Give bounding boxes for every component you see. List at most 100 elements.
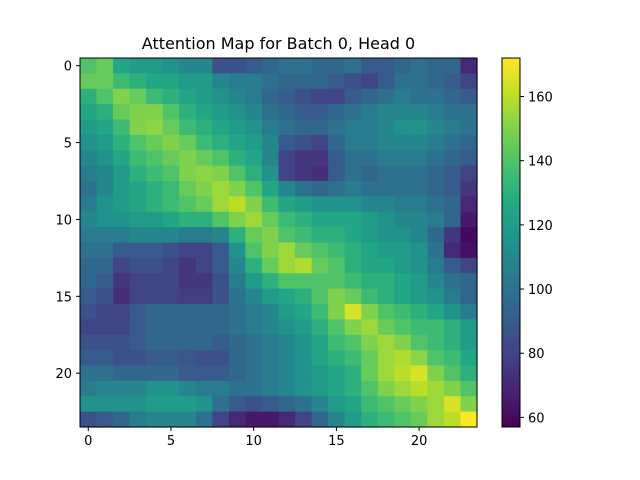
heatmap-cell-r7-c5 [162,165,180,182]
heatmap-cell-r11-c4 [146,227,164,244]
heatmap-cell-r7-c16 [344,165,362,182]
heatmap-cell-r1-c5 [162,73,180,90]
heatmap-cell-r8-c5 [162,181,180,197]
heatmap-cell-r4-c3 [129,119,147,136]
heatmap-cell-r15-c10 [245,288,263,305]
heatmap-cell-r23-c20 [410,411,428,428]
heatmap-cell-r2-c22 [443,88,462,105]
heatmap-cell-r10-c3 [129,211,147,228]
heatmap-cell-r0-c11 [261,58,280,74]
heatmap-cell-r23-c0 [80,411,98,428]
heatmap-cells [80,58,478,428]
heatmap-cell-r6-c13 [295,150,313,167]
heatmap-cell-r20-c2 [113,365,131,382]
heatmap-cell-r3-c3 [129,104,147,121]
heatmap-cell-r23-c22 [443,411,462,428]
heatmap-cell-r20-c7 [195,365,213,382]
heatmap-cell-r6-c9 [228,150,247,167]
heatmap-cell-r11-c1 [96,227,114,244]
heatmap-cell-r10-c20 [410,211,428,228]
heatmap-cell-r0-c7 [195,58,213,74]
heatmap-cell-r22-c6 [179,396,197,413]
heatmap-cell-r14-c19 [394,273,412,290]
heatmap-cell-r2-c20 [410,88,428,105]
heatmap-cell-r14-c16 [344,273,362,290]
heatmap-cell-r10-c13 [295,211,313,228]
heatmap-cell-r15-c14 [311,288,329,305]
heatmap-cell-r23-c15 [328,411,346,428]
heatmap-cell-r17-c20 [410,319,428,336]
heatmap-cell-r3-c16 [344,104,362,121]
heatmap-cell-r20-c0 [80,365,98,382]
heatmap-cell-r12-c4 [146,242,164,259]
heatmap-cell-r14-c23 [460,273,478,290]
heatmap-cell-r8-c20 [410,181,428,197]
heatmap-cell-r13-c10 [245,257,263,274]
heatmap-cell-r11-c20 [410,227,428,244]
heatmap-cell-r4-c11 [261,119,280,136]
heatmap-cell-r14-c15 [328,273,346,290]
heatmap-cell-r9-c21 [427,196,445,213]
heatmap-cell-r12-c18 [377,242,395,259]
heatmap-cell-r13-c12 [278,257,296,274]
heatmap-cell-r7-c4 [146,165,164,182]
heatmap-cell-r17-c3 [129,319,147,336]
heatmap-cell-r15-c17 [361,288,379,305]
colorbar-tick-label: 120 [528,219,553,234]
heatmap-cell-r13-c11 [261,257,280,274]
heatmap-cell-r19-c5 [162,350,180,367]
heatmap-cell-r6-c5 [162,150,180,167]
heatmap-cell-r21-c5 [162,380,180,397]
heatmap-cell-r2-c13 [295,88,313,105]
plot-frame [79,57,478,428]
heatmap-cell-r17-c22 [443,319,462,336]
heatmap-cell-r18-c16 [344,334,362,351]
heatmap-cell-r20-c6 [179,365,197,382]
heatmap-cell-r19-c12 [278,350,296,367]
heatmap-cell-r16-c2 [113,304,131,320]
heatmap-cell-r7-c17 [361,165,379,182]
heatmap-cell-r16-c9 [228,304,247,320]
heatmap-cell-r5-c10 [245,134,263,151]
heatmap-cell-r8-c3 [129,181,147,197]
x-tick-label: 20 [411,434,428,449]
heatmap-cell-r21-c3 [129,380,147,397]
heatmap-cell-r2-c1 [96,88,114,105]
heatmap-cell-r16-c10 [245,304,263,320]
heatmap-cell-r12-c0 [80,242,98,259]
heatmap-cell-r5-c16 [344,134,362,151]
heatmap-cell-r12-c3 [129,242,147,259]
heatmap-cell-r20-c16 [344,365,362,382]
heatmap-cell-r10-c5 [162,211,180,228]
heatmap-cell-r1-c4 [146,73,164,90]
heatmap-cell-r11-c8 [212,227,230,244]
heatmap-cell-r23-c2 [113,411,131,428]
heatmap-cell-r18-c3 [129,334,147,351]
heatmap-cell-r6-c15 [328,150,346,167]
heatmap-cell-r5-c23 [460,134,478,151]
heatmap-cell-r6-c2 [113,150,131,167]
heatmap-cell-r7-c15 [328,165,346,182]
heatmap-cell-r3-c22 [443,104,462,121]
heatmap-cell-r8-c22 [443,181,462,197]
heatmap-cell-r2-c9 [228,88,247,105]
heatmap-cell-r22-c18 [377,396,395,413]
heatmap-cell-r3-c10 [245,104,263,121]
heatmap-cell-r5-c11 [261,134,280,151]
heatmap-cell-r22-c17 [361,396,379,413]
colorbar-tick-label: 80 [528,347,545,362]
heatmap-cell-r19-c8 [212,350,230,367]
heatmap-cell-r7-c8 [212,165,230,182]
heatmap-cell-r5-c5 [162,134,180,151]
heatmap-cell-r17-c18 [377,319,395,336]
heatmap-cell-r2-c8 [212,88,230,105]
heatmap-cell-r19-c7 [195,350,213,367]
heatmap-cell-r3-c6 [179,104,197,121]
heatmap-cell-r14-c11 [261,273,280,290]
heatmap-cell-r19-c17 [361,350,379,367]
heatmap-cell-r12-c10 [245,242,263,259]
heatmap-cell-r17-c15 [328,319,346,336]
heatmap-cell-r16-c14 [311,304,329,320]
heatmap-cell-r22-c12 [278,396,296,413]
heatmap-cell-r5-c15 [328,134,346,151]
